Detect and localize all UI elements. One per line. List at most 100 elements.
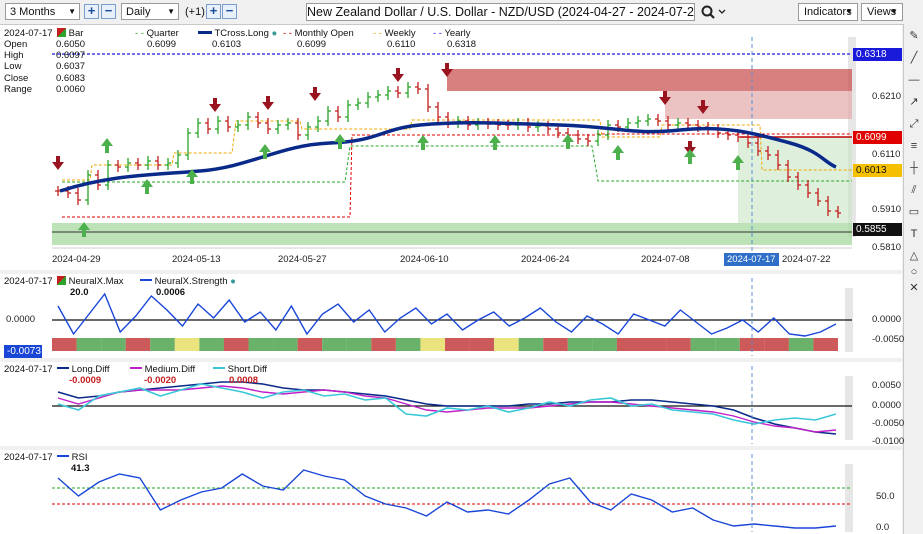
price-bar xyxy=(815,188,821,206)
price-pane[interactable]: 2024-07-17 Bar - - Quarter 0.6099 TCross.… xyxy=(0,25,902,270)
scale-shade xyxy=(845,464,853,532)
resistance-zone xyxy=(447,69,852,91)
neural-band xyxy=(101,338,126,351)
legend-yearly-name: Yearly xyxy=(444,28,471,39)
buy-arrow-icon xyxy=(334,134,346,149)
price-bar xyxy=(225,116,231,132)
price-bar xyxy=(755,138,761,156)
period-value: 3 Months xyxy=(10,6,56,18)
price-bar xyxy=(215,116,221,134)
ohlc-value: 0.6037 xyxy=(56,61,86,73)
diff-chart-svg[interactable] xyxy=(0,362,902,446)
step-plus-button[interactable]: + xyxy=(206,4,221,19)
price-bar xyxy=(835,206,841,218)
arrow-line-icon[interactable]: ↗ xyxy=(909,96,919,108)
buy-arrow-icon xyxy=(417,135,429,150)
neural-band xyxy=(494,338,519,351)
zoom-out-button[interactable]: − xyxy=(101,4,116,19)
neural-band xyxy=(150,338,175,351)
dash-icon: - - xyxy=(373,28,385,39)
buy-arrow-icon xyxy=(101,138,113,153)
triangle-icon[interactable]: △ xyxy=(909,250,919,262)
price-bar xyxy=(275,120,281,134)
buy-arrow-icon xyxy=(684,149,696,164)
date-tick: 2024-05-27 xyxy=(278,254,327,265)
monthly-open-line xyxy=(62,133,852,218)
legend-short-diff: Short.Diff 0.0008 xyxy=(213,364,267,386)
price-bar xyxy=(375,90,381,102)
fib-icon[interactable]: ≡ xyxy=(910,140,918,152)
price-tick: 0.6210 xyxy=(872,91,902,102)
symbol-title[interactable]: New Zealand Dollar / U.S. Dollar - NZD/U… xyxy=(306,3,695,21)
neural-band xyxy=(125,338,151,351)
bar-swatch-icon xyxy=(57,276,66,285)
line-swatch-icon xyxy=(213,367,225,369)
neural-band xyxy=(297,338,323,351)
views-button[interactable]: Views ▼ xyxy=(861,3,903,21)
neural-band xyxy=(518,338,544,351)
channel-icon[interactable]: ⫽ xyxy=(911,184,917,196)
diff-pane[interactable]: 2024-07-17 Long.Diff -0.0009 Medium.Diff -… xyxy=(0,362,904,447)
ohlc-label: Range xyxy=(4,83,32,95)
interval-select[interactable]: Daily ▼ xyxy=(121,3,179,20)
neural-band xyxy=(322,338,347,351)
price-bar xyxy=(825,196,831,216)
quarter-line xyxy=(62,145,852,183)
price-bar xyxy=(85,170,91,205)
crosshair-icon[interactable]: ┼ xyxy=(910,162,918,174)
price-tick: 0.5910 xyxy=(872,204,902,215)
ohlc-label: Close xyxy=(4,72,29,84)
date-tick: 2024-05-13 xyxy=(172,254,221,265)
ray-icon[interactable]: ⤢ xyxy=(909,118,919,130)
dot-icon: ● xyxy=(227,276,236,287)
legend-quarter-value: 0.6099 xyxy=(147,39,177,50)
price-chart-svg[interactable] xyxy=(0,25,902,270)
text-icon[interactable]: T xyxy=(910,228,918,240)
price-bar xyxy=(415,82,421,94)
rsi-chart-svg[interactable] xyxy=(0,450,902,534)
chevron-down-icon: ▼ xyxy=(845,7,853,16)
rsi-pane[interactable]: 2024-07-17 RSI 41.3 50.0 0.0 xyxy=(0,450,902,534)
ohlc-value: 0.6050 xyxy=(56,39,86,50)
dash-icon: - - xyxy=(135,28,147,39)
indicators-button[interactable]: Indicators ▼ xyxy=(798,3,858,21)
pencil-icon[interactable]: ✎ xyxy=(909,30,919,42)
search-button[interactable] xyxy=(700,4,728,20)
price-bar xyxy=(675,118,681,130)
step-minus-button[interactable]: − xyxy=(222,4,237,19)
neural-chart-svg[interactable] xyxy=(0,274,902,358)
legend-medium-diff-name: Medium.Diff xyxy=(144,364,196,375)
price-bar xyxy=(635,116,641,128)
dash-icon: - - xyxy=(433,28,445,39)
minus-icon: − xyxy=(104,3,113,18)
neural-band xyxy=(223,338,249,351)
legend-weekly: - - Weekly 0.6110 xyxy=(373,28,416,50)
horizontal-line-icon[interactable]: — xyxy=(908,74,920,86)
line-icon[interactable]: ╱ xyxy=(910,52,918,64)
price-bar xyxy=(145,156,151,170)
rsi-date: 2024-07-17 xyxy=(4,452,53,463)
neural-band xyxy=(666,338,691,351)
plus-icon: + xyxy=(87,3,96,18)
neural-band xyxy=(715,338,740,351)
neural-band xyxy=(76,338,102,351)
price-bar xyxy=(135,158,141,170)
neural-pane[interactable]: 2024-07-17 NeuralX.Max 20.0 NeuralX.Stren… xyxy=(0,274,904,358)
price-bar xyxy=(775,150,781,170)
ohlc-label: High xyxy=(4,50,24,62)
neural-band xyxy=(616,338,642,351)
monthly-price-tag: 0.6099 xyxy=(853,131,902,144)
rectangle-icon[interactable]: ▭ xyxy=(908,206,920,218)
circle-icon[interactable]: ○ xyxy=(910,266,918,278)
period-select[interactable]: 3 Months ▼ xyxy=(5,3,80,20)
price-bar xyxy=(175,150,181,168)
legend-weekly-value: 0.6110 xyxy=(387,39,416,50)
zoom-in-button[interactable]: + xyxy=(84,4,99,19)
price-bar xyxy=(205,118,211,134)
price-bar xyxy=(435,102,441,122)
legend-yearly-value: 0.6318 xyxy=(447,39,477,50)
close-icon[interactable]: ✕ xyxy=(909,282,919,294)
price-bar xyxy=(595,130,601,146)
bar-swatch-icon xyxy=(57,28,66,37)
ohlc-row: Close 0.6083 xyxy=(4,73,85,84)
